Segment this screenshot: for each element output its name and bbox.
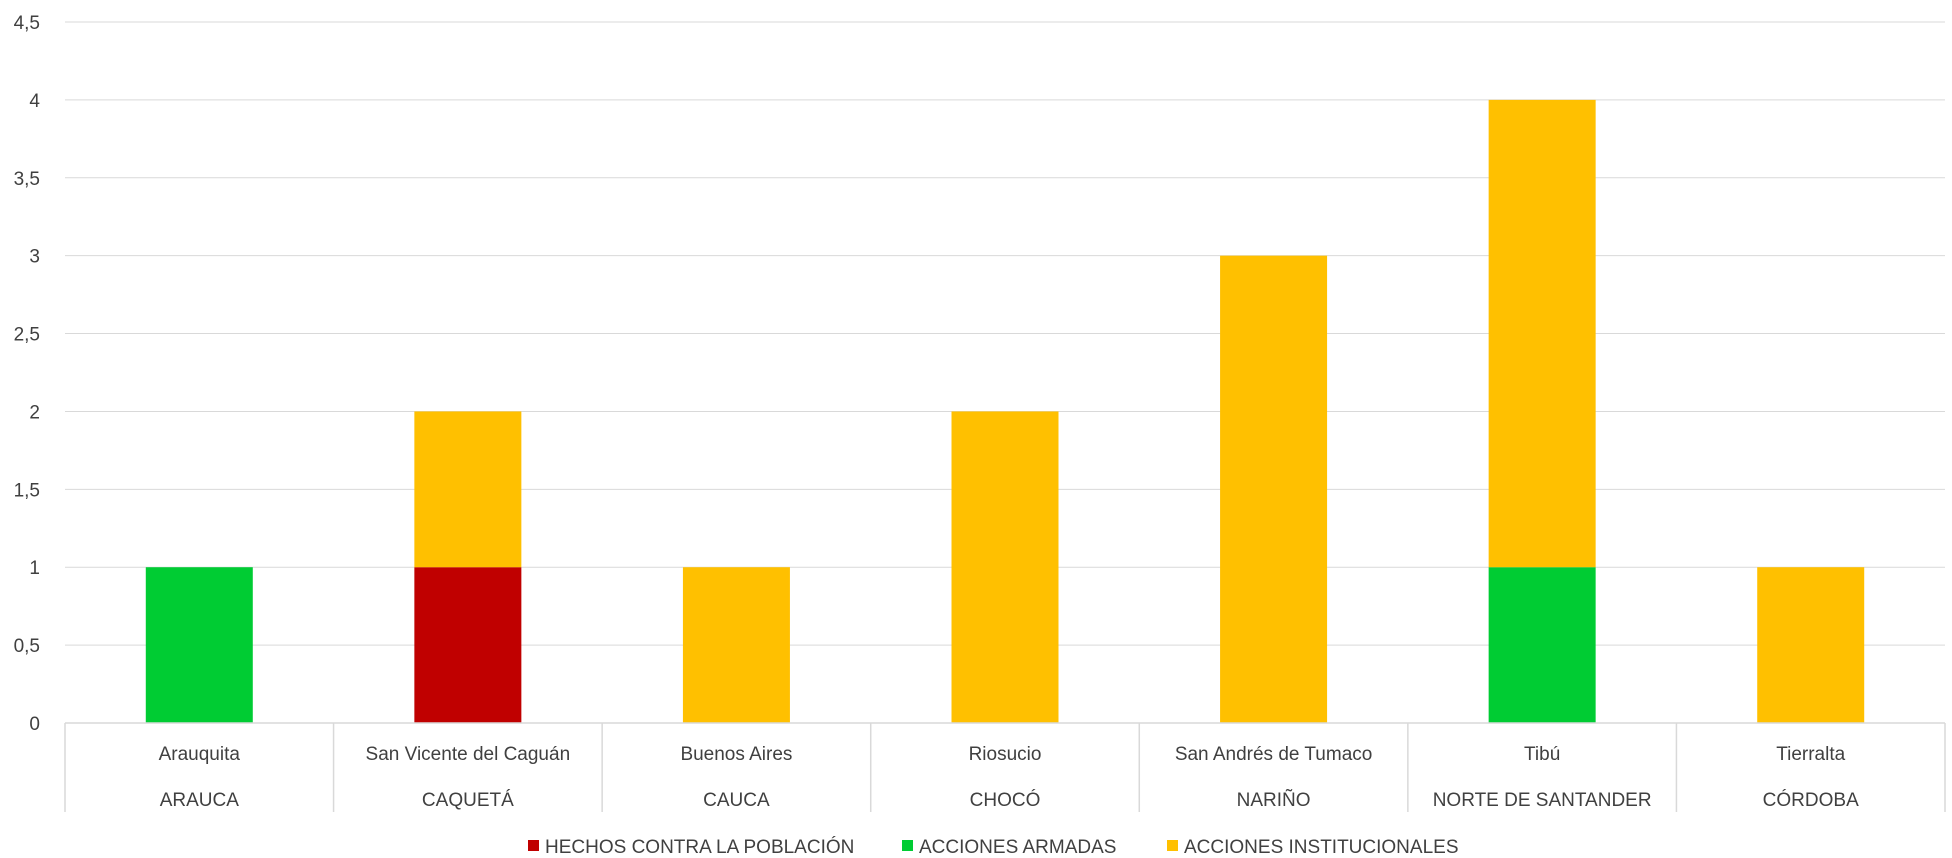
legend-label: ACCIONES ARMADAS [919,837,1116,858]
y-tick-label: 3,5 [14,169,40,190]
bar-segment [1488,99,1596,568]
department-label: CÓRDOBA [1763,789,1859,811]
bar-segment [1220,255,1328,723]
bars [145,99,1865,723]
y-tick-label: 4,5 [14,13,40,34]
bar-segment [414,411,522,568]
municipality-label: Tibú [1524,744,1560,765]
municipality-label: Buenos Aires [680,744,792,765]
y-tick-label: 3 [29,247,40,268]
municipality-label: Arauquita [159,744,241,765]
department-label: NARIÑO [1237,789,1311,811]
bar-segment [145,567,253,723]
department-label: ARAUCA [160,790,240,811]
legend-swatch [528,840,539,851]
bar-segment [951,411,1059,723]
legend-swatch [1167,840,1178,851]
legend-label: ACCIONES INSTITUCIONALES [1184,837,1459,858]
legend-swatch [902,840,913,851]
y-axis-tick-labels: 0 0,5 1 1,5 2 2,5 3 3,5 4 4,5 [14,13,41,735]
x-axis [64,722,1946,812]
municipality-label: Riosucio [969,744,1042,765]
y-tick-label: 2,5 [14,325,40,346]
grid-lines [65,21,1945,646]
bar-segment [1488,567,1596,723]
municipality-label: San Andrés de Tumaco [1175,744,1373,765]
bar-segment [414,567,522,723]
y-tick-label: 2 [29,402,40,423]
y-tick-label: 1 [29,558,40,579]
y-tick-label: 0 [29,714,40,735]
y-tick-label: 1,5 [14,480,40,501]
y-tick-label: 4 [29,91,40,112]
x-axis-category-labels: Arauquita ARAUCA San Vicente del Caguán CAQ… [159,744,1859,811]
department-label: CAUCA [703,790,770,811]
bar-segment [682,567,790,723]
legend-label: HECHOS CONTRA LA POBLACIÓN [545,836,854,858]
bar-segment [1757,567,1865,723]
department-label: CHOCÓ [970,789,1041,811]
municipality-label: Tierralta [1776,744,1845,765]
y-tick-label: 0,5 [14,636,40,657]
department-label: NORTE DE SANTANDER [1433,790,1652,811]
department-label: CAQUETÁ [422,790,514,811]
legend: HECHOS CONTRA LA POBLACIÓN ACCIONES ARMAD… [528,836,1459,858]
municipality-label: San Vicente del Caguán [366,744,571,765]
